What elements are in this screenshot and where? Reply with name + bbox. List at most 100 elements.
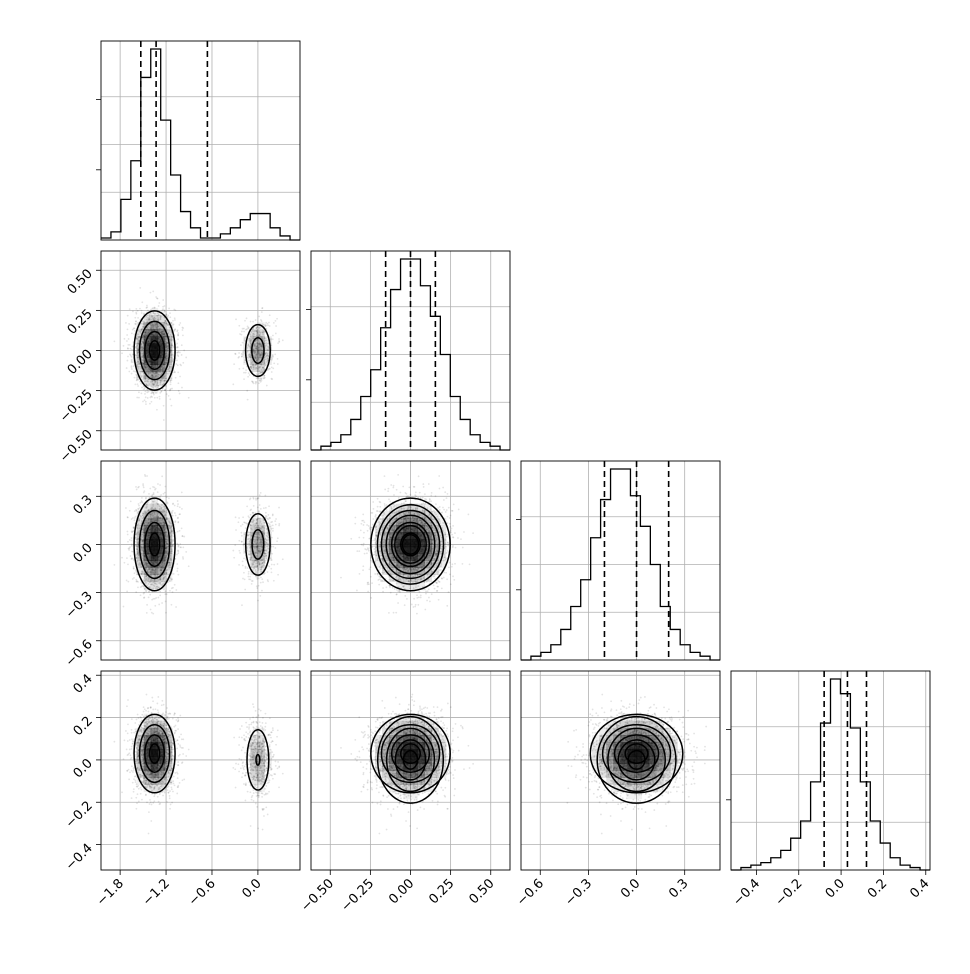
x-tick-label: −1.8 — [94, 876, 127, 909]
y-tick-label: 0.3 — [71, 493, 96, 518]
histogram-bin — [581, 580, 591, 660]
x-tick-label: −0.4 — [730, 876, 763, 909]
histogram-bin — [490, 446, 500, 450]
histogram-bin — [811, 782, 821, 870]
histogram-bin — [801, 821, 811, 870]
histogram-bin — [181, 212, 191, 240]
histogram-bin — [450, 397, 460, 450]
x-tick-label: −0.2 — [773, 876, 806, 909]
histogram-bin — [880, 843, 890, 870]
histogram-bin — [230, 228, 240, 240]
histogram-bin — [250, 214, 260, 240]
contour-line — [378, 717, 444, 804]
histogram-bin — [781, 850, 791, 870]
histogram-bin — [470, 435, 480, 450]
histogram-bin — [700, 656, 710, 660]
histogram-bin — [900, 865, 910, 870]
histogram-panel-4 — [726, 671, 930, 870]
histogram-bin — [460, 419, 470, 450]
histogram-bin — [690, 652, 700, 660]
histogram-bin — [361, 397, 371, 450]
x-tick-label: 0.3 — [666, 876, 691, 901]
histogram-panel-2 — [306, 251, 510, 450]
histogram-bin — [531, 656, 541, 660]
histogram-bin — [870, 821, 880, 870]
histogram-bin — [771, 858, 781, 870]
histogram-bin — [171, 175, 181, 240]
x-tick-label: −0.3 — [562, 876, 595, 909]
y-tick-label: 0.50 — [65, 266, 96, 297]
histogram-bin — [890, 858, 900, 870]
y-tick-label: 0.2 — [71, 714, 96, 739]
histogram-bin — [680, 645, 690, 660]
x-tick-label: 0.00 — [386, 876, 417, 907]
histogram-bin — [351, 419, 361, 450]
y-tick-label: −0.4 — [63, 841, 96, 874]
x-tick-label: 0.4 — [907, 876, 932, 901]
histogram-panel-3 — [516, 461, 720, 660]
histogram-bin — [791, 838, 801, 870]
histogram-bin — [831, 679, 841, 870]
histogram-bin — [341, 435, 351, 450]
y-tick-label: 0.0 — [71, 541, 96, 566]
histogram-bin — [840, 694, 850, 870]
histogram-bin — [611, 469, 621, 660]
histogram-bin — [391, 290, 401, 450]
y-tick-label: 0.00 — [65, 347, 96, 378]
histogram-bin — [141, 77, 151, 240]
histogram-bin — [650, 565, 660, 661]
histogram-bin — [480, 442, 490, 450]
x-tick-label: 0.0 — [239, 876, 264, 901]
x-tick-label: −0.25 — [338, 876, 377, 915]
histogram-bin — [220, 234, 230, 240]
scatter-panel-2-4 — [311, 671, 510, 870]
scatter-panel-2-3 — [311, 461, 510, 660]
histogram-bin — [260, 214, 270, 240]
histogram-bin — [240, 220, 250, 240]
histogram-bin — [601, 500, 611, 660]
contour-line — [246, 514, 270, 575]
x-tick-label: 0.50 — [466, 876, 497, 907]
y-tick-label: 0.25 — [65, 307, 96, 338]
histogram-bin — [541, 652, 551, 660]
y-tick-label: 0.0 — [71, 756, 96, 781]
x-tick-label: −0.6 — [186, 876, 219, 909]
histogram-bin — [411, 259, 421, 450]
y-tick-label: −0.3 — [63, 589, 96, 622]
histogram-bin — [401, 259, 411, 450]
contour-line — [597, 717, 676, 804]
histogram-bin — [121, 199, 131, 240]
histogram-bin — [131, 161, 141, 240]
histogram-bin — [761, 863, 771, 870]
histogram-bin — [561, 629, 571, 660]
histogram-bin — [420, 286, 430, 450]
histogram-bin — [751, 865, 761, 870]
y-tick-label: −0.2 — [63, 798, 96, 831]
y-tick-label: −0.50 — [57, 427, 96, 466]
histogram-panel-1 — [96, 41, 300, 240]
histogram-bin — [860, 782, 870, 870]
histogram-bin — [591, 538, 601, 660]
x-tick-label: 0.2 — [865, 876, 890, 901]
histogram-bin — [621, 469, 631, 660]
histogram-bin — [321, 446, 331, 450]
histogram-bin — [821, 723, 831, 870]
histogram-bin — [270, 228, 280, 240]
y-tick-label: 0.4 — [71, 671, 96, 696]
contour-line — [377, 505, 443, 584]
x-tick-label: 0.0 — [823, 876, 848, 901]
histogram-bin — [191, 228, 201, 240]
x-tick-label: 0.25 — [426, 876, 457, 907]
scatter-panel-1-2 — [101, 251, 300, 450]
histogram-bin — [640, 526, 650, 660]
x-tick-label: −0.50 — [298, 876, 337, 915]
contour-line — [247, 730, 269, 790]
scatter-panel-1-3 — [101, 461, 300, 660]
scatter-panel-1-4 — [101, 671, 300, 870]
histogram-bin — [111, 232, 121, 240]
x-tick-label: −1.2 — [140, 876, 173, 909]
histogram-bin — [161, 120, 171, 240]
y-tick-label: −0.25 — [57, 387, 96, 426]
histogram-bin — [280, 236, 290, 240]
